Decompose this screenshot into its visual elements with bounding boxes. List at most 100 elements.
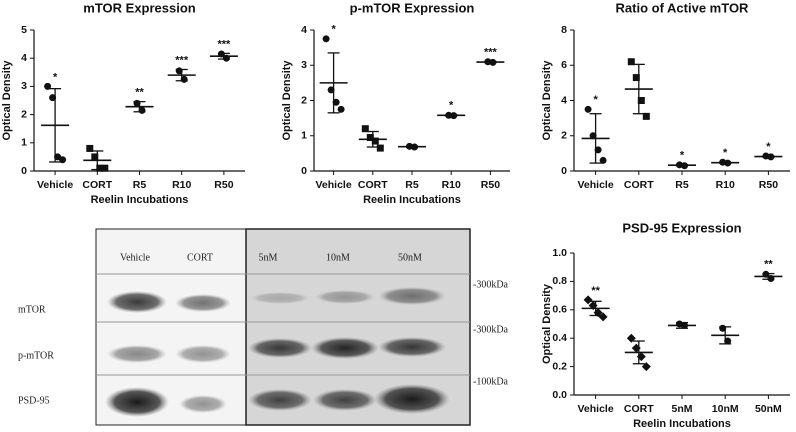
y-tick-label: 0 [561,165,567,177]
band [248,338,312,358]
y-tick-label: 3 [21,80,27,92]
x-tick-label: Vehicle [315,179,351,191]
data-point [322,35,330,43]
x-axis-label: Reelin Incubations [363,194,461,206]
band [313,389,377,411]
y-tick-label: 0.2 [552,360,567,372]
data-point [44,82,52,90]
data-point [762,270,770,278]
data-point [366,134,374,142]
x-axis-label: Reelin Incubations [633,418,731,430]
data-point [767,275,775,283]
band [374,384,450,414]
x-tick-label: R10 [442,179,461,191]
data-point [637,97,645,104]
significance-label: * [331,24,336,36]
blot-row-label: p-mTOR [18,350,54,361]
data-point [583,295,593,305]
data-point [681,321,688,329]
x-tick-label: Vehicle [577,179,613,191]
y-axis-label: Optical Density [541,60,553,141]
data-point [724,337,732,345]
data-point [450,112,458,120]
x-tick-label: CORT [624,179,654,191]
data-point [594,146,602,154]
data-point [138,106,146,114]
chart-title: p-mTOR Expression [350,0,475,15]
band [250,292,310,304]
band [175,294,231,312]
data-point [86,144,94,152]
data-point [96,164,104,172]
x-tick-label: CORT [624,403,654,415]
y-tick-label: 2 [21,108,27,120]
data-point [376,144,384,152]
y-tick-label: 6 [561,59,567,71]
data-point [642,112,650,120]
blot-column-label: 10nM [326,252,350,263]
y-tick-label: 2 [301,94,307,106]
x-tick-label: R50 [481,179,500,191]
blot-column-label: 5nM [259,252,278,263]
significance-label: *** [175,54,189,66]
x-tick-label: R10 [172,179,191,191]
y-tick-label: 1 [301,130,307,142]
chart-title: PSD-95 Expression [622,220,741,235]
band [378,287,446,305]
data-point [91,153,99,161]
chart-title: mTOR Expression [83,0,196,15]
data-point [588,301,598,311]
y-tick-label: 4 [21,52,27,64]
x-tick-label: 50nM [755,403,782,415]
band [378,337,446,357]
data-point [589,132,597,140]
band [311,337,379,359]
data-point [59,156,67,164]
x-tick-label: R5 [133,179,147,191]
y-tick-label: 0.0 [552,389,567,401]
y-tick-label: 0.8 [552,275,567,287]
y-tick-label: 1.0 [552,247,567,259]
x-tick-label: R50 [759,179,778,191]
data-point [49,94,57,102]
y-tick-label: 3 [301,59,307,71]
data-point [641,362,651,372]
y-tick-label: 0 [21,165,27,177]
data-point [337,105,345,113]
data-point [636,352,646,362]
significance-label: * [766,141,771,153]
blot-row-label: PSD-95 [18,395,50,406]
data-point [180,75,188,83]
band [175,345,231,363]
x-tick-label: 10nM [712,403,739,415]
data-point [133,99,141,107]
data-point [598,312,608,322]
x-tick-label: 5nM [672,403,693,415]
data-point [593,308,603,318]
blot-column-label: CORT [187,252,213,263]
x-axis-label: Reelin Incubations [91,194,189,206]
y-tick-label: 0.4 [552,332,567,344]
blot-column-label: Vehicle [120,252,151,263]
data-point [175,67,183,75]
y-tick-label: 2 [561,130,567,142]
data-point [681,162,688,170]
data-point [371,137,379,145]
blot-size-label: -300kDa [473,324,509,335]
band [107,291,167,313]
x-tick-label: R10 [716,179,735,191]
data-point [767,153,775,161]
x-tick-label: R5 [405,179,419,191]
x-tick-label: CORT [358,179,388,191]
y-axis-label: Optical Density [541,283,553,364]
y-tick-label: 0.6 [552,304,567,316]
blot-row-label: mTOR [18,304,46,315]
band [179,395,227,413]
x-tick-label: Vehicle [37,179,73,191]
data-point [327,86,335,94]
data-point [724,159,732,167]
significance-label: * [53,71,58,83]
y-tick-label: 8 [561,24,567,36]
y-axis-label: Optical Density [281,60,293,141]
